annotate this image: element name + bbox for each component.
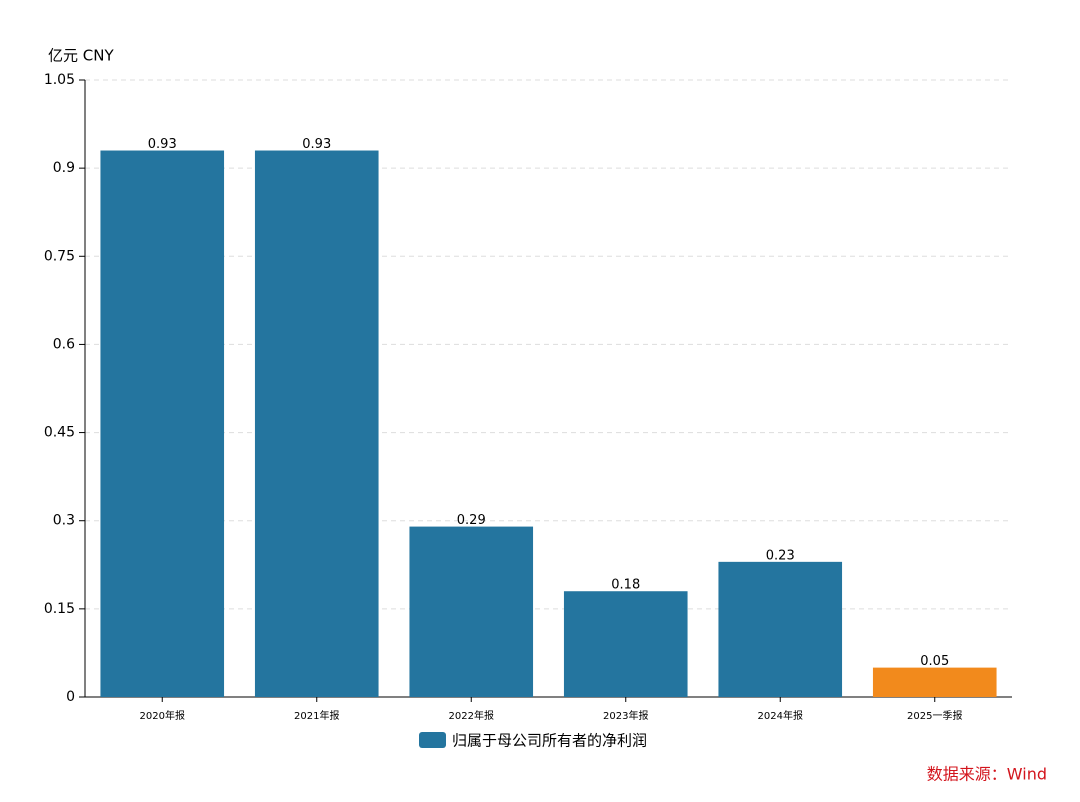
source: 数据来源：Wind <box>927 765 1047 784</box>
data-label: 0.18 <box>611 578 640 593</box>
bar <box>563 591 688 697</box>
legend-swatch <box>419 732 446 748</box>
x-tick-label: 2024年报 <box>758 709 803 722</box>
bar <box>872 667 997 697</box>
x-tick-label: 2023年报 <box>603 709 648 722</box>
y-tick-label: 0.75 <box>44 248 75 264</box>
bar <box>409 526 534 697</box>
bar <box>718 561 843 697</box>
data-label: 0.93 <box>302 137 331 152</box>
data-label: 0.29 <box>457 513 486 528</box>
x-tick-label: 2025一季报 <box>907 709 962 722</box>
x-tick-label: 2022年报 <box>449 709 494 722</box>
bar <box>254 150 379 697</box>
y-tick-label: 1.05 <box>44 72 75 88</box>
y-tick-label: 0.15 <box>44 601 75 617</box>
y-tick-label: 0.6 <box>53 336 75 352</box>
data-label: 0.23 <box>766 548 795 563</box>
y-tick-label: 0.3 <box>53 513 75 529</box>
y-tick-label: 0 <box>66 689 75 705</box>
data-label: 0.93 <box>148 137 177 152</box>
y-tick-label: 0.45 <box>44 425 75 441</box>
unit-label: 亿元 CNY <box>48 47 114 65</box>
x-tick-label: 2020年报 <box>140 709 185 722</box>
bar <box>100 150 225 697</box>
y-tick-label: 0.9 <box>53 160 75 176</box>
data-label: 0.05 <box>920 654 949 669</box>
legend-label: 归属于母公司所有者的净利润 <box>452 732 647 750</box>
x-tick-label: 2021年报 <box>294 709 339 722</box>
